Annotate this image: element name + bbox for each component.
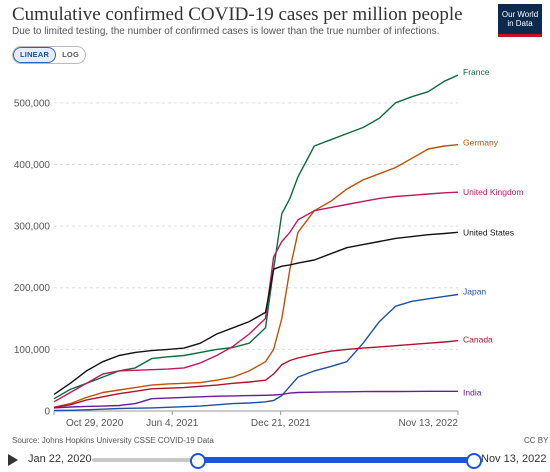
x-tick-label: Dec 21, 2021 bbox=[251, 418, 311, 429]
series-line-france bbox=[53, 74, 459, 400]
series-label-france[interactable]: France bbox=[463, 67, 490, 77]
y-tick-label: 200,000 bbox=[14, 283, 51, 294]
x-tick-label: Nov 13, 2022 bbox=[399, 418, 459, 429]
chart-subtitle: Due to limited testing, the number of co… bbox=[12, 26, 440, 37]
timeline-end-label: Nov 13, 2022 bbox=[481, 453, 547, 465]
series-line-united-kingdom bbox=[53, 191, 459, 403]
series-line-united-states bbox=[53, 231, 459, 395]
line-chart: 0 100,000 200,000 300,000 400,000 500,000 Oct … bbox=[14, 67, 524, 429]
owid-logo[interactable]: Our World in Data bbox=[498, 4, 542, 37]
y-tick-label: 0 bbox=[44, 407, 50, 418]
series-line-india bbox=[53, 390, 458, 409]
linear-scale-button[interactable]: LINEAR bbox=[13, 47, 57, 63]
x-tick-label: Oct 29, 2020 bbox=[66, 418, 124, 429]
series-label-united-kingdom[interactable]: United Kingdom bbox=[463, 187, 523, 197]
play-icon[interactable] bbox=[8, 454, 18, 466]
series-label-japan[interactable]: Japan bbox=[463, 287, 486, 297]
series-label-india[interactable]: India bbox=[463, 387, 482, 397]
series-line-japan bbox=[53, 293, 459, 412]
x-tick-label: Jun 4, 2021 bbox=[146, 418, 199, 429]
logo-line-1: Our World bbox=[501, 10, 539, 19]
series-line-germany bbox=[53, 144, 459, 408]
y-tick-label: 500,000 bbox=[14, 98, 51, 109]
timeline-selected-range bbox=[197, 457, 472, 463]
series-label-germany[interactable]: Germany bbox=[463, 138, 499, 148]
y-tick-label: 100,000 bbox=[14, 345, 51, 356]
timeline: Jan 22, 2020 Nov 13, 2022 bbox=[0, 448, 550, 472]
logo-line-2: in Data bbox=[507, 19, 533, 28]
timeline-start-handle[interactable] bbox=[190, 453, 206, 469]
series-label-canada[interactable]: Canada bbox=[463, 335, 493, 345]
scale-toggle: LINEAR LOG bbox=[12, 46, 86, 64]
series-line-canada bbox=[53, 340, 459, 408]
license-link[interactable]: CC BY bbox=[524, 436, 549, 445]
series-label-united-states[interactable]: United States bbox=[463, 227, 514, 237]
y-tick-label: 300,000 bbox=[14, 222, 51, 233]
source-note: Source: Johns Hopkins University CSSE CO… bbox=[12, 436, 214, 445]
timeline-start-label: Jan 22, 2020 bbox=[28, 453, 92, 465]
timeline-end-handle[interactable] bbox=[466, 453, 482, 469]
chart-title: Cumulative confirmed COVID-19 cases per … bbox=[12, 4, 463, 25]
log-scale-button[interactable]: LOG bbox=[62, 50, 79, 59]
y-tick-label: 400,000 bbox=[14, 160, 51, 171]
